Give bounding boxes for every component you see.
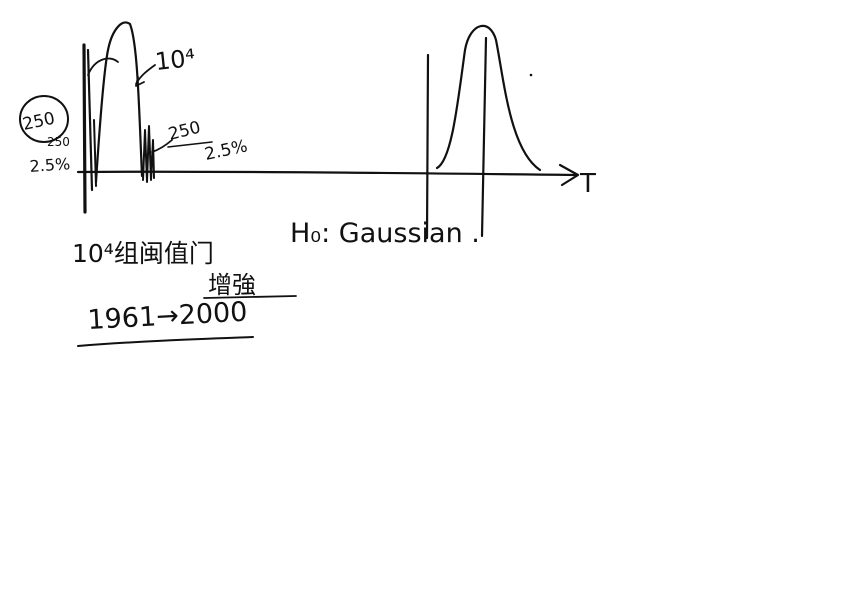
- axis-arrowhead: [558, 163, 580, 187]
- right-tail-hatching: [142, 125, 155, 183]
- hypothesis-text: H₀: Gaussian .: [290, 218, 480, 249]
- years-text: 1961→2000: [87, 297, 248, 336]
- gaussian-diagram: [425, 24, 542, 240]
- horizontal-axis: [76, 170, 577, 177]
- label-circled-count: 250: [21, 109, 57, 135]
- stray-dot: [529, 73, 533, 77]
- left-boundary-line: [82, 43, 87, 214]
- axis-label-t: T: [579, 169, 596, 199]
- circled-count-ring: [19, 95, 69, 143]
- label-left-tail-pct: 2.5%: [29, 154, 71, 176]
- note-underline: [203, 295, 297, 299]
- histogram-hump: [94, 21, 144, 184]
- left-distribution: [19, 21, 580, 214]
- right-cut-line: [480, 36, 488, 238]
- note-line-1: 10⁴组闽值门: [72, 239, 214, 268]
- note-line-2: 增強: [208, 271, 256, 299]
- years-underline: [77, 336, 254, 347]
- label-left-small-count: 250: [47, 135, 70, 149]
- bell-curve: [435, 24, 542, 172]
- label-right-tail-count: 250: [166, 118, 202, 145]
- label-right-tail-pct: 2.5%: [203, 136, 249, 165]
- label-count-top: 10⁴: [154, 44, 197, 76]
- left-cut-line: [425, 53, 430, 240]
